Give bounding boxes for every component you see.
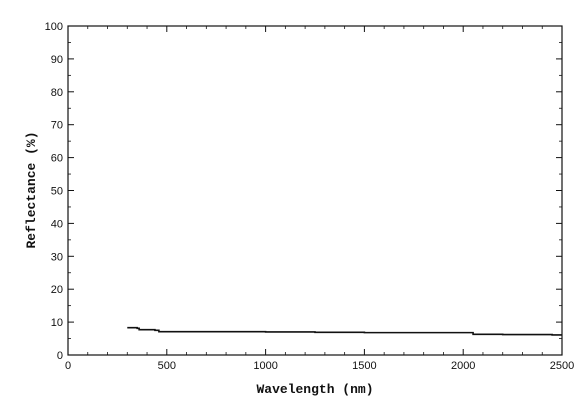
y-tick-label: 60 [51,153,63,165]
series-layer [127,326,562,336]
reflectance-series-line [127,326,562,336]
x-tick-label: 500 [158,360,176,372]
y-tick-label: 20 [51,284,63,296]
axis-ticks [67,25,563,356]
x-tick-label: 2500 [550,360,574,372]
tick-labels: 0 500 1000 1500 2000 2500 0 10 20 30 40 50 60 70 80 90 1… [45,21,575,372]
y-tick-label: 0 [57,350,63,362]
y-tick-label: 70 [51,120,63,132]
x-tick-label: 1500 [352,360,376,372]
plot-frame [67,25,563,356]
x-tick-label: 1000 [253,360,277,372]
y-tick-label: 90 [51,54,63,66]
y-tick-label: 40 [51,218,63,230]
y-tick-label: 100 [45,21,63,33]
y-tick-label: 80 [51,87,63,99]
x-tick-label: 0 [65,360,71,372]
x-tick-label: 2000 [451,360,475,372]
y-axis-label: Reflectance (%) [24,131,39,248]
x-axis-label: Wavelength (nm) [256,382,373,397]
y-tick-label: 50 [51,186,63,198]
y-tick-label: 30 [51,251,63,263]
y-tick-label: 10 [51,317,63,329]
